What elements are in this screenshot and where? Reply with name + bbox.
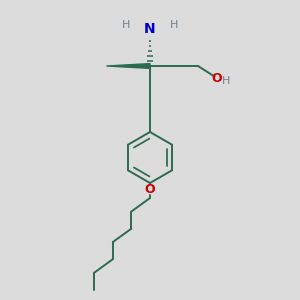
Text: H: H xyxy=(222,76,231,86)
Text: O: O xyxy=(212,71,222,85)
Text: N: N xyxy=(144,22,156,36)
Text: O: O xyxy=(145,183,155,196)
Text: H: H xyxy=(170,20,178,31)
Polygon shape xyxy=(106,64,150,68)
Text: H: H xyxy=(122,20,130,31)
